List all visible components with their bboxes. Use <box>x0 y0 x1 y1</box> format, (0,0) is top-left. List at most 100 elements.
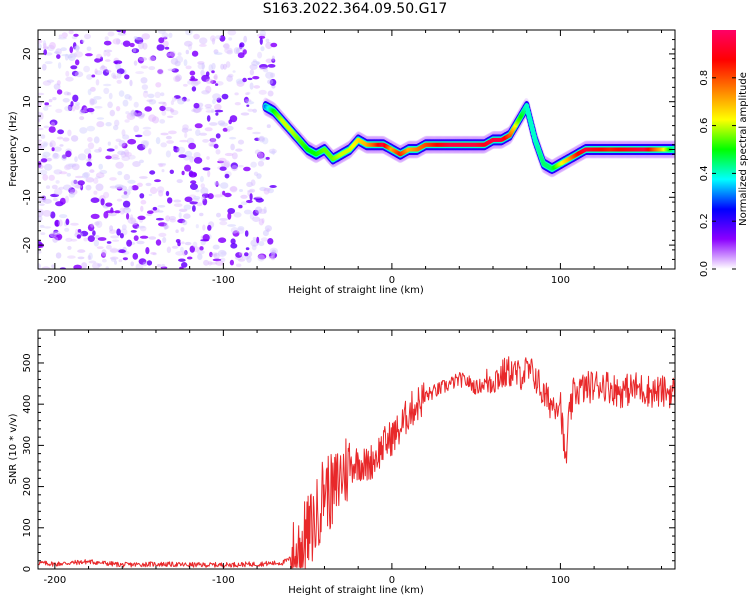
spectrogram-noise-blob <box>75 44 80 52</box>
spectrogram-noise-blob <box>103 83 112 87</box>
spectrogram-noise-blob <box>212 258 222 262</box>
spectrogram-noise-blob <box>157 68 164 75</box>
spectrogram-noise-blob <box>39 169 48 176</box>
spectrogram-noise-blob <box>44 104 52 108</box>
spectrogram-noise-blob <box>121 194 129 199</box>
spectrogram-noise-blob <box>169 218 176 223</box>
spectrogram-noise-blob <box>83 171 91 178</box>
spectrogram-noise-blob <box>221 161 230 169</box>
spectrogram-noise-blob <box>267 64 276 68</box>
spectrogram-noise-blob <box>42 63 47 71</box>
spectrogram-noise-blob <box>222 43 230 49</box>
spectrogram-noise-blob <box>146 99 153 102</box>
spectrogram-noise-blob <box>227 224 237 227</box>
spectrogram-noise-blob <box>214 194 223 198</box>
spectrogram-noise-blob <box>252 209 259 216</box>
spectrogram-noise-blob <box>97 237 107 241</box>
spectrogram-noise-blob <box>155 82 162 88</box>
spectrogram-noise-blob <box>73 179 78 185</box>
spectrogram-noise-blob <box>42 174 49 181</box>
spectrogram-noise-blob <box>74 51 83 58</box>
spectrogram-noise-blob <box>116 228 121 236</box>
spectrogram-noise-blob <box>193 102 200 109</box>
spectrogram-noise-blob <box>168 130 177 135</box>
spectrogram-noise-blob <box>105 69 112 73</box>
spectrogram-noise-blob <box>173 199 182 203</box>
spectrogram-noise-blob <box>169 169 174 174</box>
spectrogram-noise-blob <box>109 109 116 117</box>
spectrogram-noise-blob <box>196 249 205 255</box>
spectrogram-noise-blob <box>49 140 56 148</box>
spectrogram-noise-blob <box>147 210 154 214</box>
spectrogram-noise-blob <box>119 233 124 239</box>
spectrogram-noise-blob <box>58 186 65 190</box>
spectrogram-noise-blob <box>255 206 263 214</box>
spectrogram-noise-blob <box>136 225 146 229</box>
spectrogram-noise-blob <box>258 89 267 95</box>
spectrogram-noise-blob <box>94 149 102 153</box>
spectrogram-noise-blob <box>157 210 164 213</box>
spectrogram-noise-blob <box>139 235 149 239</box>
spectrogram-noise-blob <box>109 177 117 181</box>
spectrogram-noise-blob <box>206 156 210 160</box>
spectrogram-noise-blob <box>176 179 183 184</box>
spectrogram-noise-blob <box>130 220 138 226</box>
spectrogram-noise-blob <box>210 80 217 84</box>
spectrogram-noise-blob <box>38 263 41 269</box>
spectrogram-noise-blob <box>116 186 123 191</box>
spectrogram-noise-blob <box>116 79 122 84</box>
spectrogram-noise-blob <box>268 255 274 259</box>
spectrogram-noise-blob <box>109 256 119 260</box>
spectrogram-noise-blob <box>43 42 47 50</box>
spectrogram-noise-blob <box>267 90 274 97</box>
spectrogram-noise-blob <box>191 50 199 57</box>
spectrogram-noise-blob <box>206 115 211 122</box>
spectrogram-noise-blob <box>170 100 174 105</box>
spectrogram-noise-blob <box>202 139 210 143</box>
spectrogram-noise-blob <box>249 193 253 201</box>
spectrogram-noise-blob <box>122 207 132 214</box>
spectrogram-noise-blob <box>197 62 206 70</box>
spectrogram-noise-blob <box>121 129 126 137</box>
spectrogram-noise-blob <box>271 58 276 63</box>
spectrogram-noise-blob <box>124 151 132 157</box>
spectrogram-noise-blob <box>164 46 170 50</box>
spectrogram-noise-blob <box>69 46 74 54</box>
spectrogram-noise-blob <box>252 237 257 240</box>
spectrogram-noise-blob <box>202 198 208 206</box>
spectrogram-noise-blob <box>42 46 50 50</box>
spectrogram-noise-blob <box>199 212 204 217</box>
spectrogram-noise-blob <box>205 85 212 93</box>
spectrogram-noise-blob <box>236 80 245 87</box>
spectrogram-noise-blob <box>66 172 72 177</box>
spectrogram-noise-blob <box>184 196 193 203</box>
spectrogram-noise-blob <box>249 69 255 76</box>
spectrogram-noise-blob <box>87 153 92 160</box>
spectrogram-noise-blob <box>90 223 94 228</box>
spectrogram-noise-blob <box>68 191 75 198</box>
spectrogram-noise-blob <box>84 148 92 155</box>
spectrogram-noise-blob <box>156 186 165 193</box>
spectrogram-noise-blob <box>259 186 267 192</box>
spectrogram-noise-blob <box>259 64 268 69</box>
spectrogram-noise-blob <box>79 39 84 45</box>
spectrogram-noise-blob <box>199 37 208 45</box>
spectrogram-noise-blob <box>264 225 272 232</box>
spectrogram-noise-blob <box>75 59 80 66</box>
spectrogram-noise-blob <box>269 185 277 188</box>
spectrogram-noise-blob <box>87 235 95 243</box>
spectrogram-noise-blob <box>90 213 100 219</box>
spectrogram-noise-blob <box>170 109 179 116</box>
spectrogram-noise-blob <box>239 42 245 48</box>
spectrogram-noise-blob <box>53 197 58 202</box>
spectrogram-noise-blob <box>79 127 88 134</box>
y-tick-label: 500 <box>22 353 33 372</box>
spectrogram-noise-blob <box>157 30 166 34</box>
spectrogram-noise-blob <box>203 259 210 266</box>
spectrogram-noise-blob <box>211 37 216 45</box>
spectrogram-noise-blob <box>124 206 130 210</box>
spectrogram-noise-blob <box>137 56 144 64</box>
spectrogram-noise-blob <box>259 30 267 37</box>
spectrogram-noise-blob <box>188 128 193 132</box>
spectrogram-noise-blob <box>140 77 148 84</box>
